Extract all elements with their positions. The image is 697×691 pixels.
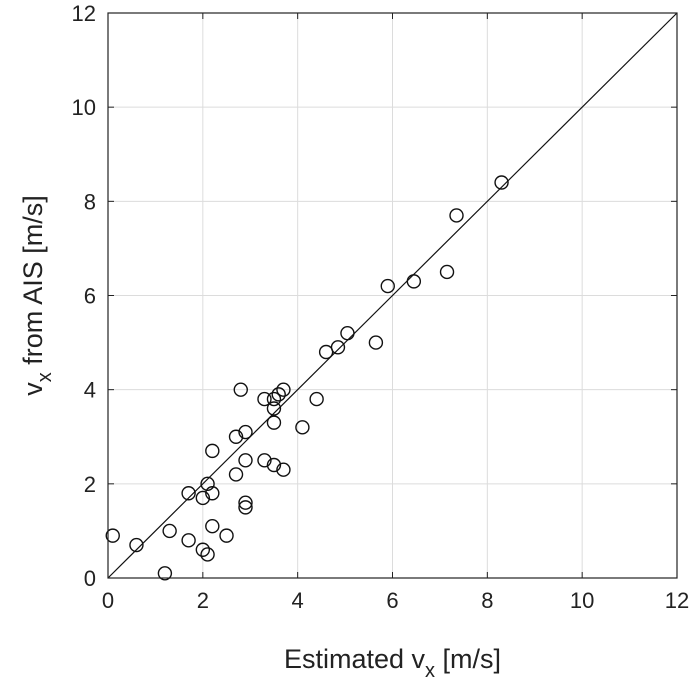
x-axis-label: Estimated vx [m/s] [284, 644, 501, 682]
y-axis-label-main: v [18, 382, 48, 396]
data-point [276, 382, 291, 397]
data-point [195, 542, 211, 557]
data-point [266, 401, 282, 416]
data-point [228, 429, 244, 444]
data-point [340, 325, 355, 341]
data-point [318, 344, 334, 360]
data-point [238, 500, 253, 515]
y-tick-label: 6 [84, 284, 96, 309]
x-tick-label: 4 [292, 588, 304, 613]
data-point [205, 519, 220, 534]
data-point [380, 278, 395, 294]
y-axis-label: vx from AIS [m/s] [18, 195, 56, 396]
data-point [330, 340, 346, 355]
data-point [157, 566, 173, 581]
data-point [205, 486, 220, 501]
x-tick-label: 8 [481, 588, 493, 613]
x-tick-label: 12 [665, 588, 689, 613]
data-point [309, 391, 324, 407]
identity-line [107, 12, 678, 579]
data-point [200, 476, 215, 492]
x-tick-label: 2 [197, 588, 209, 613]
axis-ticks [107, 12, 678, 579]
data-point [233, 382, 248, 397]
y-tick-label: 4 [84, 378, 96, 403]
data-point [257, 453, 272, 468]
data-point [271, 387, 286, 402]
y-tick-label: 0 [84, 566, 96, 591]
data-point [205, 443, 220, 459]
data-points [105, 175, 509, 581]
data-point [449, 208, 464, 223]
data-point [228, 467, 244, 482]
data-point [439, 264, 455, 280]
data-point [368, 335, 384, 350]
data-point [181, 533, 196, 548]
y-axis-label-subscript: x [34, 372, 56, 382]
data-point [238, 453, 253, 468]
x-axis-label-unit: [m/s] [435, 644, 501, 674]
data-point [266, 457, 282, 473]
data-point [238, 424, 253, 440]
data-point [238, 495, 253, 510]
data-point [257, 391, 272, 407]
data-point [266, 415, 282, 430]
data-point [406, 274, 422, 289]
data-point [181, 486, 196, 501]
y-tick-label: 8 [84, 189, 96, 214]
data-point [276, 462, 291, 477]
reference-line-group [107, 12, 678, 579]
y-axis-label-rest: from AIS [m/s] [18, 195, 48, 372]
x-axis-label-subscript: x [425, 660, 435, 682]
data-point [129, 537, 144, 553]
data-point [266, 391, 282, 407]
data-point [105, 528, 120, 543]
data-point [219, 528, 234, 543]
data-point [494, 175, 509, 190]
x-tick-label: 0 [102, 588, 114, 613]
y-tick-label: 12 [72, 1, 96, 26]
y-tick-label: 2 [84, 472, 96, 497]
x-tick-label: 10 [570, 588, 594, 613]
y-tick-label: 10 [72, 95, 96, 120]
x-tick-label: 6 [386, 588, 398, 613]
tick-labels: 0 2 4 6 8 10 12 0 2 4 6 8 10 12 [72, 1, 690, 613]
data-point [200, 547, 215, 562]
data-point [195, 490, 211, 506]
x-axis-label-main: Estimated v [284, 644, 426, 674]
data-point [162, 523, 177, 539]
data-point [295, 420, 310, 435]
